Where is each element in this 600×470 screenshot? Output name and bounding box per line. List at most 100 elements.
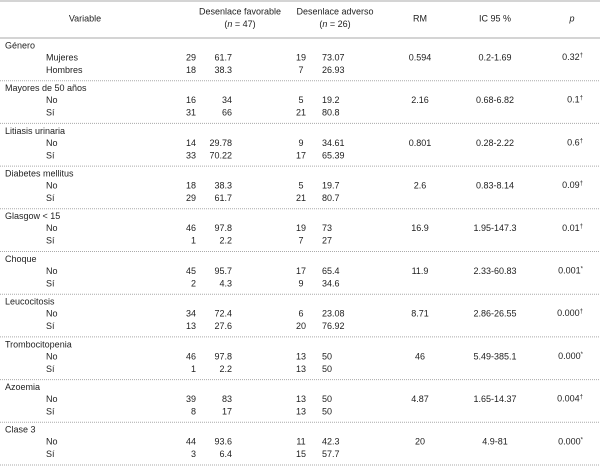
- p-mark: *: [581, 351, 584, 357]
- rm: 2.16: [411, 95, 429, 105]
- fav-count: 8: [191, 406, 196, 416]
- fav-count: 31: [186, 108, 196, 118]
- adv-count: 15: [296, 449, 306, 459]
- fav-percent: 17: [222, 406, 232, 416]
- p-mark: †: [580, 181, 583, 187]
- p-value: 0.6†: [567, 138, 583, 148]
- sub-label: No: [46, 266, 58, 276]
- header-ic: IC 95 %: [479, 13, 511, 23]
- sub-label: Sí: [46, 406, 55, 416]
- fav-count: 13: [186, 321, 196, 331]
- p-mark: †: [580, 309, 583, 315]
- fav-percent: 38.3: [214, 65, 232, 75]
- rm: 46: [415, 351, 425, 361]
- sub-label: Sí: [46, 108, 55, 118]
- fav-percent: 61.7: [214, 193, 232, 203]
- p-value: 0.000*: [558, 437, 584, 447]
- p-mark: *: [581, 437, 584, 443]
- rm: 16.9: [411, 223, 429, 233]
- p-value: 0.000*: [558, 351, 584, 361]
- rm: 20: [415, 437, 425, 447]
- p-value: 0.32†: [562, 52, 583, 62]
- p-number: 0.1: [567, 95, 580, 105]
- adv-percent: 26.93: [322, 65, 345, 75]
- group-label: Diabetes mellitus: [5, 168, 74, 178]
- adv-count: 13: [296, 364, 306, 374]
- sub-label: No: [46, 394, 58, 404]
- fav-percent: 38.3: [214, 180, 232, 190]
- sub-label: No: [46, 138, 58, 148]
- rm: 0.594: [409, 52, 432, 62]
- fav-count: 14: [186, 138, 196, 148]
- adv-count: 20: [296, 321, 306, 331]
- group-label: Leucocitosis: [5, 297, 55, 307]
- adv-count: 13: [296, 406, 306, 416]
- header-favorable: Desenlace favorable: [199, 6, 281, 16]
- p-mark: †: [580, 95, 583, 101]
- adv-percent: 27: [322, 236, 332, 246]
- adv-count: 21: [296, 193, 306, 203]
- adv-count: 7: [298, 236, 303, 246]
- group-label: Mayores de 50 años: [5, 83, 87, 93]
- fav-percent: 4.3: [219, 278, 232, 288]
- fav-count: 39: [186, 394, 196, 404]
- adv-percent: 34.61: [322, 138, 345, 148]
- group-label: Glasgow < 15: [5, 211, 60, 221]
- adv-percent: 76.92: [322, 321, 345, 331]
- adv-count: 5: [298, 180, 303, 190]
- sub-label: Sí: [46, 364, 55, 374]
- adv-count: 7: [298, 65, 303, 75]
- fav-count: 2: [191, 278, 196, 288]
- adv-percent: 80.8: [322, 108, 340, 118]
- fav-percent: 97.8: [214, 351, 232, 361]
- adv-count: 17: [296, 266, 306, 276]
- sub-label: No: [46, 437, 58, 447]
- fav-count: 45: [186, 266, 196, 276]
- fav-percent: 2.2: [219, 364, 232, 374]
- fav-percent: 27.6: [214, 321, 232, 331]
- fav-count: 29: [186, 52, 196, 62]
- fav-percent: 2.2: [219, 236, 232, 246]
- p-value: 0.001*: [558, 266, 584, 276]
- p-value: 0.004†: [557, 394, 583, 404]
- sub-label: No: [46, 351, 58, 361]
- ic: 0.83-8.14: [476, 180, 514, 190]
- sub-label: No: [46, 95, 58, 105]
- adv-count: 17: [296, 150, 306, 160]
- ic: 1.95-147.3: [473, 223, 516, 233]
- group-label: Litiasis urinaria: [5, 126, 65, 136]
- p-value: 0.1†: [567, 95, 583, 105]
- p-mark: †: [580, 223, 583, 229]
- adv-percent: 73: [322, 223, 332, 233]
- sub-label: No: [46, 309, 58, 319]
- fav-percent: 93.6: [214, 437, 232, 447]
- rm: 4.87: [411, 394, 429, 404]
- group-label: Trombocitopenia: [5, 339, 72, 349]
- p-number: 0.6: [567, 138, 580, 148]
- paren: (: [224, 19, 227, 29]
- adv-count: 9: [298, 278, 303, 288]
- paren: (: [319, 19, 322, 29]
- adv-percent: 42.3: [322, 437, 340, 447]
- rm: 11.9: [412, 266, 429, 276]
- p-number: 0.000: [558, 437, 581, 447]
- adv-percent: 23.08: [322, 309, 345, 319]
- header-p: p: [568, 13, 574, 23]
- header-adverse-n: (n = 26): [319, 19, 350, 29]
- fav-count: 34: [186, 309, 196, 319]
- fav-percent: 70.22: [209, 150, 232, 160]
- fav-percent: 66: [222, 108, 232, 118]
- adv-count: 19: [296, 223, 306, 233]
- fav-count: 33: [186, 150, 196, 160]
- header-adverse: Desenlace adverso: [296, 6, 373, 16]
- p-number: 0.000: [558, 351, 581, 361]
- fav-count: 3: [191, 449, 196, 459]
- p-value: 0.01†: [562, 223, 583, 233]
- fav-percent: 83: [222, 394, 232, 404]
- count: = 47): [232, 19, 255, 29]
- fav-percent: 34: [222, 95, 232, 105]
- adv-percent: 19.2: [322, 95, 340, 105]
- sub-label: No: [46, 180, 58, 190]
- p-value: 0.09†: [562, 180, 583, 190]
